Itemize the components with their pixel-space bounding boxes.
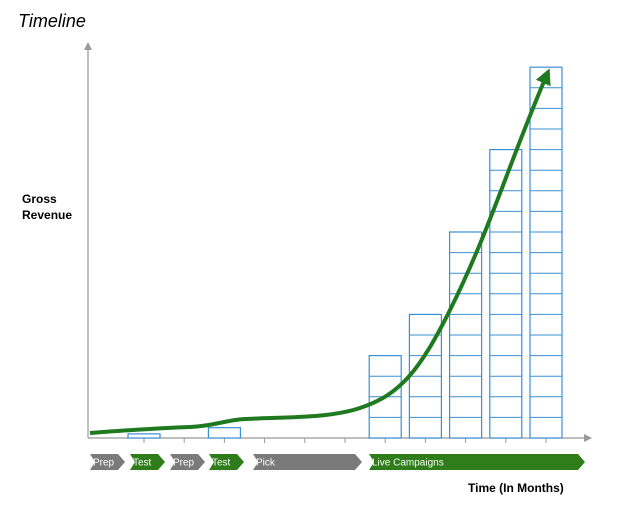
bar [207, 427, 241, 439]
phase-label: Pick [256, 458, 276, 469]
phase-arrow [209, 454, 244, 470]
trend-arrow [89, 68, 551, 435]
chart-title: Timeline [18, 11, 86, 31]
phase-label: Live Campaigns [372, 458, 444, 469]
bar [127, 433, 161, 439]
phase-arrow [90, 454, 125, 470]
phase-arrow [253, 454, 362, 470]
phase-label: Prep [93, 458, 115, 469]
y-axis-label: Revenue [22, 208, 72, 222]
phase-arrow [130, 454, 165, 470]
phase-label: Test [133, 458, 152, 469]
phase-arrow [369, 454, 585, 470]
phase-label: Prep [173, 458, 195, 469]
phase-label: Test [212, 458, 231, 469]
y-axis-label: Gross [22, 192, 57, 206]
phase-arrow [170, 454, 205, 470]
x-axis-label: Time (In Months) [468, 481, 564, 495]
